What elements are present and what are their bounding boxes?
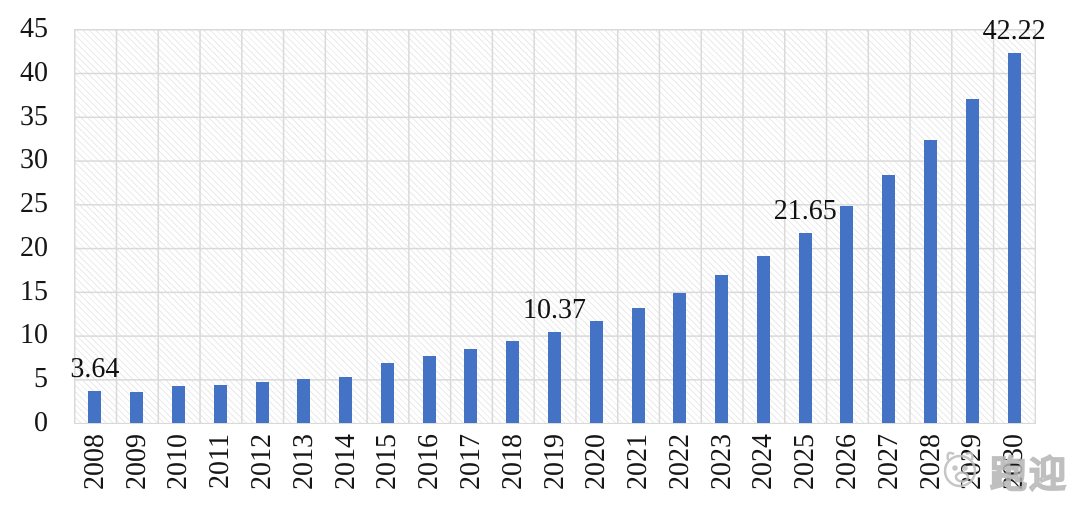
plot-area [74,29,1036,424]
mascot-face-icon [938,446,984,497]
bar-2009 [130,392,144,423]
x-tick-2022: 2022 [663,434,695,490]
y-tick-20: 20 [20,231,48,263]
data-label-2019: 10.37 [523,294,586,326]
x-tick-2019: 2019 [538,434,570,490]
x-tick-2008: 2008 [78,434,110,490]
x-tick-2015: 2015 [371,434,403,490]
bar-2021 [631,308,645,423]
bar-2010 [171,386,185,423]
bar-2020 [589,320,603,423]
y-tick-30: 30 [20,144,48,176]
bar-2024 [756,255,770,423]
data-label-2025: 21.65 [773,195,837,227]
x-tick-2025: 2025 [789,434,821,490]
y-tick-45: 45 [20,13,48,44]
x-tick-2017: 2017 [454,434,486,490]
x-tick-2018: 2018 [496,434,528,490]
x-tick-2016: 2016 [413,434,445,490]
data-label-2008: 3.64 [70,353,120,385]
x-tick-2011: 2011 [204,434,236,489]
x-tick-2023: 2023 [705,434,737,490]
x-tick-2024: 2024 [747,434,779,490]
x-tick-2009: 2009 [120,434,152,490]
x-tick-2013: 2013 [287,434,319,490]
bar-2022 [673,292,687,423]
bar-2015 [380,362,394,423]
y-tick-25: 25 [20,188,48,220]
x-tick-2010: 2010 [162,434,194,490]
y-tick-0: 0 [34,407,48,438]
bar-2029 [965,99,979,423]
bar-2013 [297,379,311,423]
x-tick-2012: 2012 [246,434,278,490]
bar-2018 [506,340,520,423]
y-tick-10: 10 [20,319,48,351]
bar-2011 [213,385,227,423]
watermark-text: 跑迎 [989,453,1068,496]
bar-2023 [715,275,729,423]
y-tick-40: 40 [20,56,48,88]
bar-2016 [422,356,436,423]
bar-2026 [840,205,854,423]
bar-2025 [798,233,812,423]
bar-2012 [255,381,269,423]
x-tick-2026: 2026 [830,434,862,490]
x-tick-2014: 2014 [329,434,361,490]
bar-2008 [88,391,102,423]
y-tick-5: 5 [34,363,48,395]
data-label-2030: 42.22 [982,15,1046,47]
x-tick-2021: 2021 [622,434,654,490]
bar-2014 [339,376,353,423]
bar-2019 [548,332,561,423]
bar-2027 [882,175,896,423]
bar-2030 [1007,53,1021,423]
bar-2017 [464,348,478,423]
x-tick-2020: 2020 [580,434,612,490]
watermark: 跑迎 [938,444,1068,498]
bar-2028 [924,140,938,423]
x-tick-2027: 2027 [872,434,904,490]
y-tick-15: 15 [20,275,48,307]
y-tick-35: 35 [20,100,48,132]
